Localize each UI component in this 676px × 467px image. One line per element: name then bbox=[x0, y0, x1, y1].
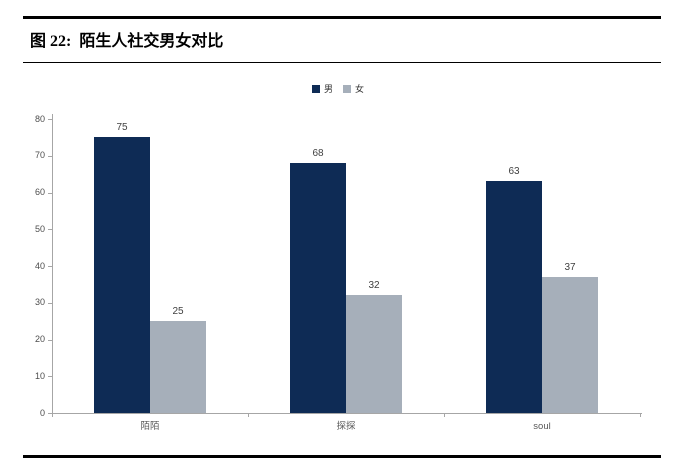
y-axis-tick-label: 50 bbox=[34, 223, 45, 234]
figure-title: 图 22: 陌生人社交男女对比 bbox=[30, 33, 224, 50]
legend-item-1: 女 bbox=[343, 82, 364, 95]
legend-label: 男 bbox=[323, 84, 333, 94]
bar-value-label: 75 bbox=[116, 122, 128, 134]
bar-男-陌陌 bbox=[94, 137, 150, 413]
x-axis-category-label: soul bbox=[533, 421, 551, 432]
x-axis-category-label: 探探 bbox=[336, 421, 356, 432]
bar-女-陌陌 bbox=[150, 321, 206, 413]
x-axis-line bbox=[52, 413, 642, 414]
bar-value-label: 32 bbox=[368, 280, 380, 292]
top-rule bbox=[23, 16, 661, 19]
y-axis-line bbox=[52, 114, 53, 414]
legend-label: 女 bbox=[355, 84, 365, 94]
y-axis-tick-mark bbox=[48, 119, 52, 120]
legend-item-0: 男 bbox=[311, 82, 333, 95]
x-axis-tick-mark bbox=[248, 413, 249, 417]
bar-value-label: 63 bbox=[508, 166, 520, 178]
y-axis-tick-label: 60 bbox=[34, 187, 45, 197]
bar-value-label: 37 bbox=[564, 262, 576, 274]
x-axis-tick-mark bbox=[444, 413, 445, 417]
title-underline-rule bbox=[23, 62, 661, 63]
y-axis-tick-label: 0 bbox=[39, 407, 45, 418]
y-axis-tick-label: 10 bbox=[34, 370, 45, 381]
chart-legend: 男女 bbox=[0, 82, 676, 95]
bottom-rule bbox=[23, 455, 661, 458]
bar-value-label: 25 bbox=[172, 306, 184, 318]
legend-swatch-icon bbox=[311, 84, 320, 93]
bar-男-探探 bbox=[290, 163, 346, 413]
y-axis-tick-mark bbox=[48, 229, 52, 231]
bar-男-soul bbox=[486, 181, 542, 413]
bar-女-探探 bbox=[346, 295, 402, 413]
x-axis-tick-mark bbox=[640, 413, 641, 417]
y-axis-tick-label: 30 bbox=[34, 297, 45, 308]
y-axis-tick-label: 40 bbox=[34, 260, 45, 271]
bar-女-soul bbox=[542, 277, 598, 413]
y-axis-tick-label: 70 bbox=[34, 150, 45, 161]
bar-value-label: 68 bbox=[312, 148, 324, 160]
y-axis-tick-label: 20 bbox=[34, 334, 45, 344]
y-axis-tick-mark bbox=[48, 192, 52, 194]
x-axis-category-label: 陌陌 bbox=[140, 421, 160, 432]
legend-swatch-icon bbox=[343, 84, 351, 93]
y-axis-tick-mark bbox=[48, 155, 52, 157]
y-axis-tick-mark bbox=[48, 266, 52, 267]
y-axis-tick-mark bbox=[48, 376, 52, 378]
y-axis-tick-mark bbox=[48, 339, 52, 341]
x-axis-tick-mark bbox=[52, 413, 53, 417]
y-axis-tick-mark bbox=[48, 302, 52, 304]
y-axis-tick-mark bbox=[48, 413, 52, 414]
y-axis-tick-label: 80 bbox=[34, 113, 45, 124]
